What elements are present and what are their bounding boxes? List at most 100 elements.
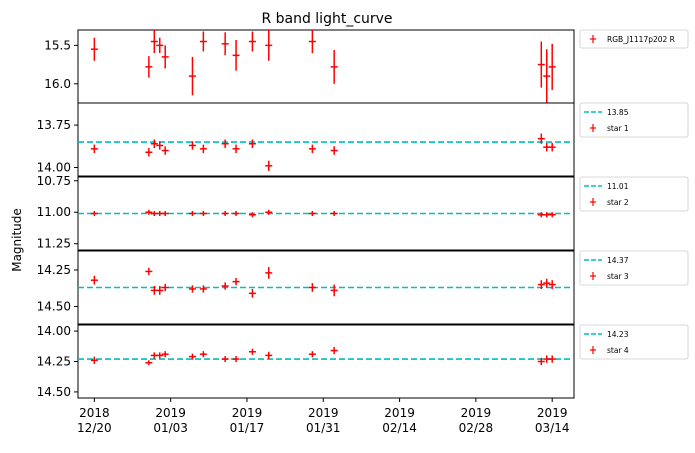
data-point	[145, 360, 153, 366]
data-point	[330, 210, 338, 217]
data-point	[161, 351, 169, 358]
x-tick-label-year: 2019	[308, 406, 339, 420]
legend: 11.01 star 2	[579, 176, 689, 212]
x-tick-label-date: 01/31	[306, 421, 341, 435]
data-points	[90, 267, 556, 298]
panel-frame	[77, 102, 575, 177]
data-point	[156, 141, 164, 150]
x-tick-label-date: 02/28	[459, 421, 494, 435]
legend: 14.37 star 3	[579, 250, 689, 286]
y-tick-label: 14.50	[37, 299, 71, 313]
data-point	[156, 286, 164, 295]
data-point	[221, 282, 229, 290]
data-point	[330, 49, 338, 84]
data-point	[221, 356, 229, 363]
data-point	[232, 144, 240, 154]
data-point	[308, 30, 316, 54]
data-point	[232, 39, 240, 71]
data-point	[537, 280, 545, 289]
data-point	[232, 278, 240, 286]
legend-series-label: star 2	[607, 198, 629, 207]
data-point	[90, 356, 98, 364]
y-tick-label: 14.25	[37, 263, 71, 277]
x-axis: 201812/20201901/03201901/17201901/312019…	[77, 398, 569, 435]
data-point	[537, 357, 545, 366]
legend-frame	[579, 324, 689, 360]
data-point	[308, 144, 316, 154]
data-point	[188, 141, 196, 150]
x-tick-label-year: 2019	[384, 406, 415, 420]
data-point	[145, 147, 153, 157]
chart-title: R band light_curve	[261, 11, 392, 27]
data-point	[265, 267, 273, 279]
data-point	[145, 56, 153, 78]
data-point	[248, 288, 256, 298]
legend-frame	[579, 176, 689, 212]
legend: 14.23 star 4	[579, 324, 689, 360]
y-tick-label: 14.00	[37, 161, 71, 175]
data-point	[330, 284, 338, 297]
data-point	[145, 209, 153, 215]
panels-layer: 15.5 16.0 RGB_J1117p202 R 13.75 14.00 13.85 st…	[37, 29, 689, 399]
legend-frame	[579, 102, 689, 138]
y-tick-label: 14.25	[37, 355, 71, 369]
x-tick-label-date: 02/14	[382, 421, 417, 435]
y-tick-label: 10.75	[37, 174, 71, 188]
data-point	[150, 139, 158, 148]
data-point	[308, 351, 316, 358]
data-point	[548, 355, 556, 363]
y-tick-label: 16.0	[44, 77, 71, 91]
data-point	[221, 32, 229, 56]
data-point	[248, 31, 256, 52]
panel-2: 13.75 14.00 13.85 star 1	[37, 102, 689, 177]
data-point	[221, 139, 229, 148]
data-point	[265, 351, 273, 360]
panel-3: 10.75 11.00 11.25 11.01 star 2	[37, 174, 689, 251]
data-point	[199, 144, 207, 154]
data-point	[537, 133, 545, 144]
data-point	[199, 351, 207, 358]
y-tick-label: 14.50	[37, 385, 71, 399]
data-point	[156, 352, 164, 359]
data-points	[90, 209, 556, 218]
data-point	[161, 210, 169, 217]
panel-frame	[77, 324, 575, 399]
legend-reference-label: 13.85	[607, 108, 629, 117]
y-tick-label: 13.75	[37, 118, 71, 132]
x-tick-label-date: 01/03	[153, 421, 188, 435]
data-points	[90, 346, 556, 366]
data-point	[543, 49, 551, 103]
data-point	[265, 160, 273, 171]
data-point	[161, 283, 169, 292]
data-point	[90, 144, 98, 154]
data-point	[90, 37, 98, 61]
data-point	[188, 210, 196, 217]
data-point	[330, 346, 338, 355]
data-point	[308, 283, 316, 292]
data-point	[161, 45, 169, 69]
y-axis-label: Magnitude	[10, 208, 24, 272]
data-point	[199, 285, 207, 293]
legend-series-label: star 3	[607, 272, 629, 281]
y-tick-label: 14.00	[37, 324, 71, 338]
legend-series-label: RGB_J1117p202 R	[607, 35, 675, 44]
data-point	[188, 353, 196, 360]
y-tick-label: 15.5	[44, 38, 71, 52]
legend-reference-label: 14.37	[607, 256, 629, 265]
y-tick-label: 11.25	[37, 237, 71, 251]
data-point	[145, 267, 153, 276]
data-point	[308, 210, 316, 217]
x-tick-label-year: 2019	[155, 406, 186, 420]
legend-series-label: star 4	[607, 346, 629, 355]
data-point	[265, 30, 273, 61]
legend-reference-label: 14.23	[607, 330, 629, 339]
legend: 13.85 star 1	[579, 102, 689, 138]
legend-series-label: star 1	[607, 124, 629, 133]
data-point	[221, 210, 229, 217]
y-tick-label: 11.00	[37, 205, 71, 219]
data-point	[232, 210, 240, 217]
data-point	[248, 139, 256, 148]
panel-4: 14.25 14.50 14.37 star 3	[37, 250, 689, 325]
x-tick-label-date: 01/17	[230, 421, 265, 435]
